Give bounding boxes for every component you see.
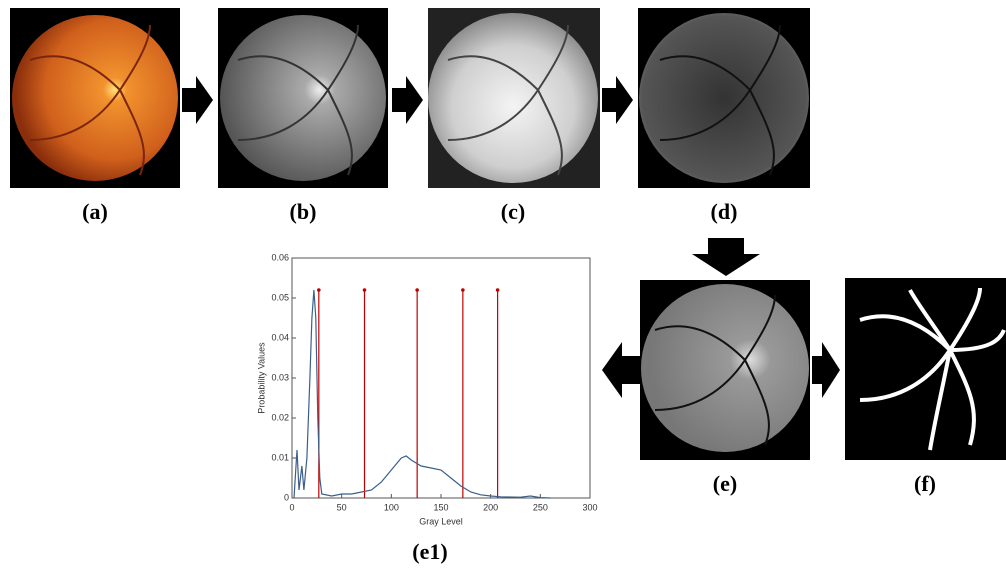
x-tick-label: 150 — [433, 502, 448, 512]
panel-c-image — [428, 8, 600, 188]
panel-d-image — [638, 8, 810, 188]
x-axis-label: Gray Level — [419, 516, 463, 526]
y-tick-label: 0.03 — [271, 372, 289, 382]
y-tick-label: 0.01 — [271, 452, 289, 462]
x-tick-label: 250 — [533, 502, 548, 512]
y-tick-label: 0 — [284, 492, 289, 502]
y-tick-label: 0.06 — [271, 252, 289, 262]
threshold-marker — [415, 288, 419, 292]
x-tick-label: 0 — [289, 502, 294, 512]
x-tick-label: 50 — [337, 502, 347, 512]
panel-label: (e1) — [412, 539, 447, 564]
y-axis-label: Probability Values — [256, 342, 266, 414]
panel-a-image — [10, 8, 180, 188]
x-tick-label: 200 — [483, 502, 498, 512]
panel-label: (b) — [290, 199, 317, 224]
panel-label: (c) — [501, 199, 525, 224]
figure: (a) (b) (c) (d) (e) (f) (e1) Gray Level … — [0, 0, 1006, 576]
threshold-marker — [317, 288, 321, 292]
panel-label: (a) — [82, 199, 108, 224]
plot-frame — [292, 258, 590, 498]
panel-b-image — [218, 8, 388, 188]
panel-label: (e) — [713, 471, 737, 496]
threshold-marker — [363, 288, 367, 292]
y-tick-label: 0.02 — [271, 412, 289, 422]
y-tick-label: 0.05 — [271, 292, 289, 302]
x-tick-label: 100 — [384, 502, 399, 512]
panel-label: (f) — [914, 471, 936, 496]
threshold-marker — [461, 288, 465, 292]
panel-f-image — [845, 278, 1006, 460]
histogram-chart: Gray Level Probability Values 0 0.01 0.02 0… — [256, 252, 597, 526]
threshold-marker — [496, 288, 500, 292]
page: {"panels": {"a": "(a)", "b": "(b)", "c":… — [0, 0, 1006, 576]
panel-e-image — [640, 280, 810, 460]
panel-label: (d) — [711, 199, 738, 224]
y-tick-label: 0.04 — [271, 332, 289, 342]
x-tick-label: 300 — [582, 502, 597, 512]
